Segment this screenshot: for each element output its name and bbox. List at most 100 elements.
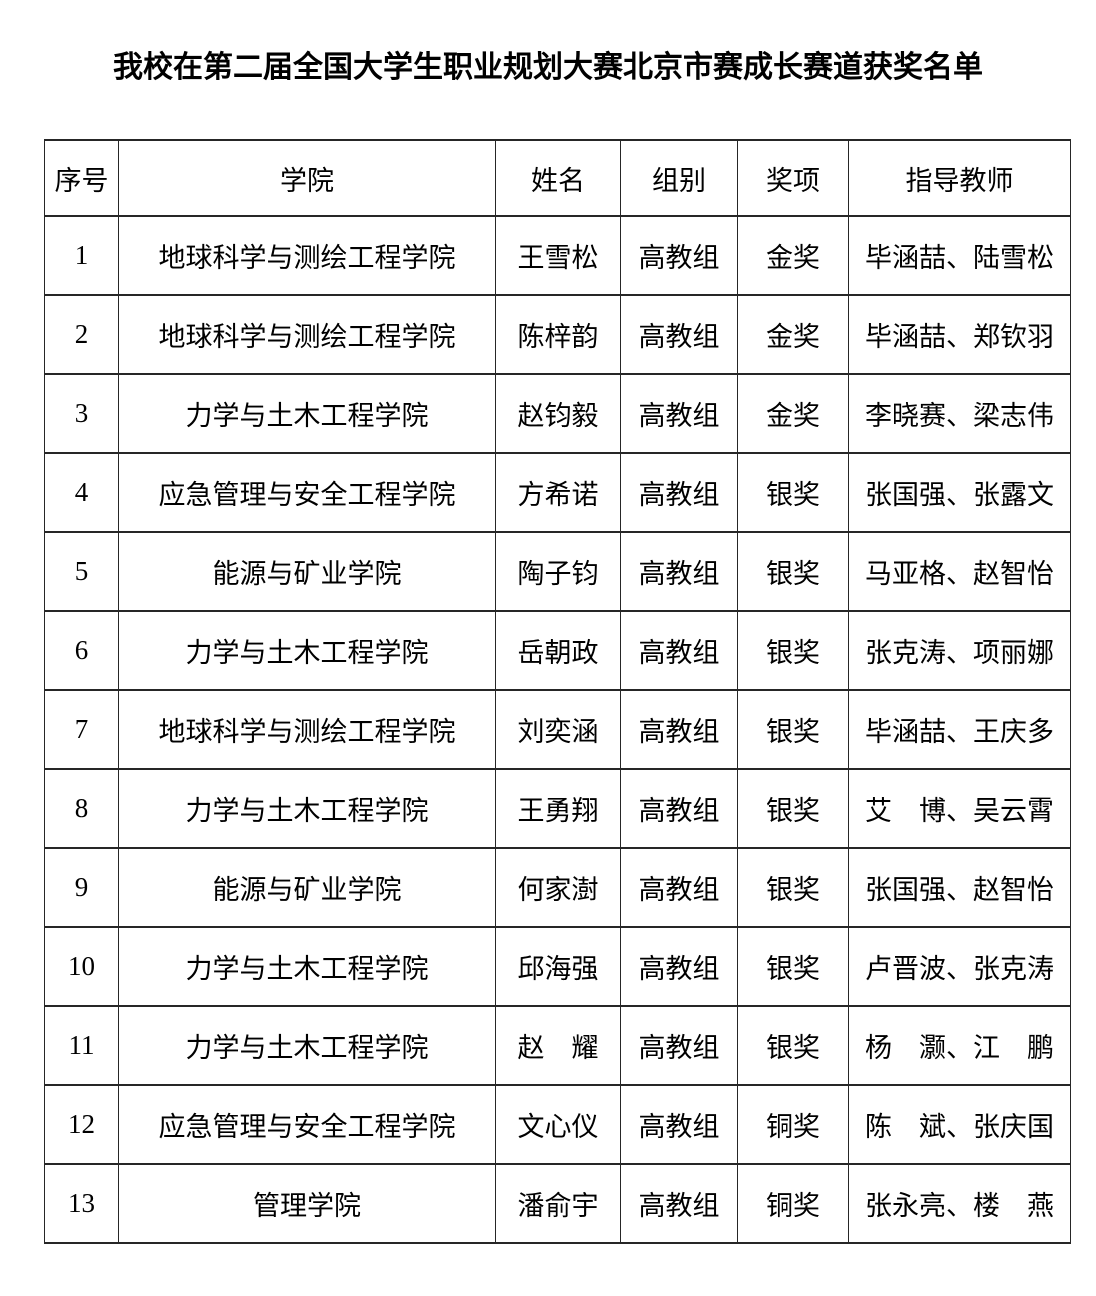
cell-college: 能源与矿业学院	[118, 847, 496, 928]
table-row: 13 管理学院 潘俞宇 高教组 铜奖 张永亮、楼 燕	[44, 1163, 1071, 1244]
cell-award: 银奖	[737, 610, 849, 691]
table-row: 4 应急管理与安全工程学院 方希诺 高教组 银奖 张国强、张露文	[44, 452, 1071, 533]
cell-seq: 3	[44, 373, 119, 454]
cell-college: 管理学院	[118, 1163, 496, 1244]
cell-seq: 8	[44, 768, 119, 849]
cell-name: 邱海强	[495, 926, 621, 1007]
cell-seq: 1	[44, 215, 119, 296]
cell-name: 陶子钧	[495, 531, 621, 612]
cell-advisors: 张克涛、项丽娜	[848, 610, 1071, 691]
cell-college: 力学与土木工程学院	[118, 373, 496, 454]
cell-advisors: 张永亮、楼 燕	[848, 1163, 1071, 1244]
cell-group: 高教组	[620, 531, 738, 612]
awards-table: 序号 学院 姓名 组别 奖项 指导教师 1 地球科学与测绘工程学院 王雪松 高教…	[44, 139, 1071, 1244]
header-award: 奖项	[737, 139, 849, 217]
cell-advisors: 毕涵喆、王庆多	[848, 689, 1071, 770]
cell-award: 铜奖	[737, 1163, 849, 1244]
cell-college: 应急管理与安全工程学院	[118, 452, 496, 533]
cell-name: 岳朝政	[495, 610, 621, 691]
cell-college: 应急管理与安全工程学院	[118, 1084, 496, 1165]
cell-name: 刘奕涵	[495, 689, 621, 770]
cell-name: 陈梓韵	[495, 294, 621, 375]
table-header-row: 序号 学院 姓名 组别 奖项 指导教师	[44, 139, 1071, 217]
cell-college: 力学与土木工程学院	[118, 1005, 496, 1086]
cell-college: 力学与土木工程学院	[118, 926, 496, 1007]
cell-name: 王雪松	[495, 215, 621, 296]
header-seq: 序号	[44, 139, 119, 217]
table-row: 10 力学与土木工程学院 邱海强 高教组 银奖 卢晋波、张克涛	[44, 926, 1071, 1007]
cell-seq: 5	[44, 531, 119, 612]
table-row: 6 力学与土木工程学院 岳朝政 高教组 银奖 张克涛、项丽娜	[44, 610, 1071, 691]
cell-advisors: 艾 博、吴云霄	[848, 768, 1071, 849]
cell-advisors: 张国强、赵智怡	[848, 847, 1071, 928]
cell-group: 高教组	[620, 1084, 738, 1165]
table-row: 7 地球科学与测绘工程学院 刘奕涵 高教组 银奖 毕涵喆、王庆多	[44, 689, 1071, 770]
cell-group: 高教组	[620, 1005, 738, 1086]
cell-seq: 7	[44, 689, 119, 770]
cell-award: 银奖	[737, 452, 849, 533]
cell-seq: 9	[44, 847, 119, 928]
cell-advisors: 张国强、张露文	[848, 452, 1071, 533]
cell-college: 能源与矿业学院	[118, 531, 496, 612]
cell-seq: 13	[44, 1163, 119, 1244]
cell-group: 高教组	[620, 215, 738, 296]
cell-name: 赵 耀	[495, 1005, 621, 1086]
table-row: 2 地球科学与测绘工程学院 陈梓韵 高教组 金奖 毕涵喆、郑钦羽	[44, 294, 1071, 375]
cell-seq: 10	[44, 926, 119, 1007]
cell-advisors: 杨 灏、江 鹏	[848, 1005, 1071, 1086]
cell-name: 潘俞宇	[495, 1163, 621, 1244]
cell-name: 方希诺	[495, 452, 621, 533]
cell-group: 高教组	[620, 689, 738, 770]
table-row: 8 力学与土木工程学院 王勇翔 高教组 银奖 艾 博、吴云霄	[44, 768, 1071, 849]
cell-group: 高教组	[620, 926, 738, 1007]
table-row: 11 力学与土木工程学院 赵 耀 高教组 银奖 杨 灏、江 鹏	[44, 1005, 1071, 1086]
cell-seq: 4	[44, 452, 119, 533]
cell-award: 铜奖	[737, 1084, 849, 1165]
cell-group: 高教组	[620, 1163, 738, 1244]
cell-advisors: 李晓赛、梁志伟	[848, 373, 1071, 454]
cell-award: 银奖	[737, 531, 849, 612]
cell-college: 地球科学与测绘工程学院	[118, 689, 496, 770]
cell-advisors: 毕涵喆、郑钦羽	[848, 294, 1071, 375]
cell-award: 金奖	[737, 373, 849, 454]
cell-award: 银奖	[737, 1005, 849, 1086]
header-group: 组别	[620, 139, 738, 217]
header-name: 姓名	[495, 139, 621, 217]
cell-group: 高教组	[620, 847, 738, 928]
table-row: 1 地球科学与测绘工程学院 王雪松 高教组 金奖 毕涵喆、陆雪松	[44, 215, 1071, 296]
cell-name: 赵钧毅	[495, 373, 621, 454]
table-row: 5 能源与矿业学院 陶子钧 高教组 银奖 马亚格、赵智怡	[44, 531, 1071, 612]
cell-college: 地球科学与测绘工程学院	[118, 294, 496, 375]
cell-award: 银奖	[737, 689, 849, 770]
cell-name: 王勇翔	[495, 768, 621, 849]
cell-group: 高教组	[620, 452, 738, 533]
cell-seq: 11	[44, 1005, 119, 1086]
cell-award: 金奖	[737, 294, 849, 375]
cell-award: 银奖	[737, 926, 849, 1007]
cell-seq: 2	[44, 294, 119, 375]
cell-group: 高教组	[620, 610, 738, 691]
cell-college: 力学与土木工程学院	[118, 610, 496, 691]
cell-award: 银奖	[737, 847, 849, 928]
cell-award: 金奖	[737, 215, 849, 296]
page-title: 我校在第二届全国大学生职业规划大赛北京市赛成长赛道获奖名单	[113, 51, 983, 84]
table-row: 3 力学与土木工程学院 赵钧毅 高教组 金奖 李晓赛、梁志伟	[44, 373, 1071, 454]
cell-advisors: 陈 斌、张庆国	[848, 1084, 1071, 1165]
cell-college: 地球科学与测绘工程学院	[118, 215, 496, 296]
cell-group: 高教组	[620, 373, 738, 454]
cell-advisors: 毕涵喆、陆雪松	[848, 215, 1071, 296]
cell-seq: 6	[44, 610, 119, 691]
cell-group: 高教组	[620, 768, 738, 849]
table-row: 9 能源与矿业学院 何家澍 高教组 银奖 张国强、赵智怡	[44, 847, 1071, 928]
cell-seq: 12	[44, 1084, 119, 1165]
header-college: 学院	[118, 139, 496, 217]
table-row: 12 应急管理与安全工程学院 文心仪 高教组 铜奖 陈 斌、张庆国	[44, 1084, 1071, 1165]
cell-group: 高教组	[620, 294, 738, 375]
cell-advisors: 卢晋波、张克涛	[848, 926, 1071, 1007]
cell-name: 何家澍	[495, 847, 621, 928]
cell-college: 力学与土木工程学院	[118, 768, 496, 849]
cell-advisors: 马亚格、赵智怡	[848, 531, 1071, 612]
header-advisors: 指导教师	[848, 139, 1071, 217]
cell-name: 文心仪	[495, 1084, 621, 1165]
